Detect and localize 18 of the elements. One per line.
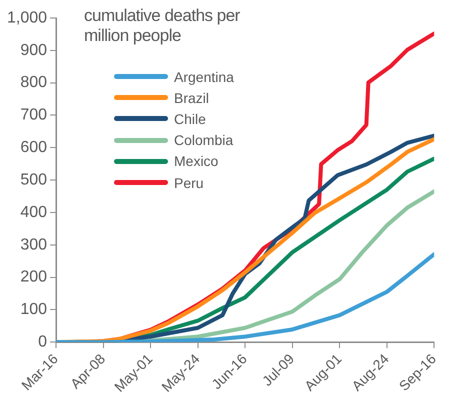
- y-tick-label: 300: [20, 236, 48, 254]
- y-tick-label: 600: [20, 139, 48, 156]
- y-tick-label: 500: [20, 171, 48, 188]
- legend-label: Brazil: [174, 90, 210, 106]
- y-tick-label: 100: [20, 301, 48, 318]
- legend-label: Mexico: [174, 153, 218, 170]
- legend-label: Argentina: [174, 68, 234, 85]
- y-tick-label: 1,000: [6, 9, 48, 26]
- legend-label: Colombia: [174, 132, 234, 148]
- legend-label: Chile: [174, 110, 206, 127]
- legend-label: Peru: [174, 174, 204, 191]
- y-tick-label: 800: [20, 74, 48, 92]
- y-tick-label: 200: [20, 268, 48, 286]
- y-axis-title: cumulative deaths per million people: [84, 6, 241, 46]
- y-tick-label: 700: [20, 106, 48, 124]
- y-tick-label: 400: [20, 204, 48, 221]
- y-tick-label: 900: [20, 42, 48, 59]
- y-tick-label: 0: [38, 334, 48, 351]
